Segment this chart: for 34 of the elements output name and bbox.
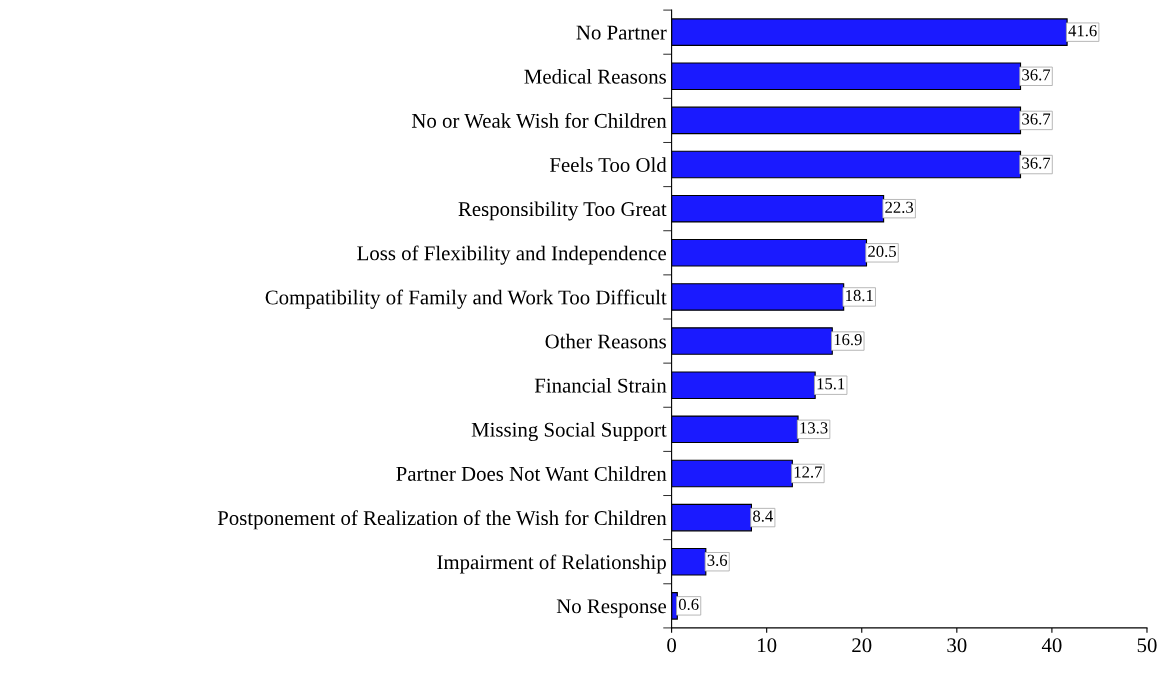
y-tick-label: Postponement of Realization of the Wish for Children [217,510,667,530]
x-tick-label: 40 [1041,638,1062,653]
x-tick-label: 20 [852,638,872,653]
data-label: 20.5 [868,245,896,258]
data-label: 36.7 [1022,69,1051,81]
y-tick-label: Impairment of Relationship [437,554,666,574]
y-tick-label: Loss of Flexibility and Independence [357,245,667,265]
y-tick-label: Medical Reasons [524,69,666,84]
data-label: 22.3 [885,201,914,213]
data-label: 8.4 [753,510,773,522]
y-tick-label: Financial Strain [534,377,667,393]
y-tick-label: No Response [556,599,667,618]
data-label: 41.6 [1068,25,1097,37]
x-tick-label: 30 [947,638,967,653]
data-label: 13.3 [800,422,828,434]
y-tick-label: Missing Social Support [471,422,667,442]
data-label: 36.7 [1022,113,1051,125]
data-label: 15.1 [817,378,845,390]
y-tick-label: Feels Too Old [549,157,667,172]
x-tick-label: 0 [667,638,677,653]
data-label: 18.1 [846,289,873,302]
y-tick-label: No Partner [576,25,667,40]
x-tick-label: 10 [758,638,777,653]
x-tick-label: 50 [1137,638,1157,653]
data-label: 3.6 [707,554,728,566]
y-tick-label: No or Weak Wish for Children [411,112,667,128]
data-label: 12.7 [794,466,822,478]
y-tick-label: Responsibility Too Great [458,201,667,221]
y-tick-label: Compatibility of Family and Work Too Difficult [265,289,667,309]
y-tick-label: Other Reasons [545,333,666,349]
data-label: 16.9 [834,334,862,346]
data-label: 36.7 [1022,157,1051,169]
data-label: 0.6 [678,598,699,611]
y-tick-label: Partner Does Not Want Children [396,466,667,481]
